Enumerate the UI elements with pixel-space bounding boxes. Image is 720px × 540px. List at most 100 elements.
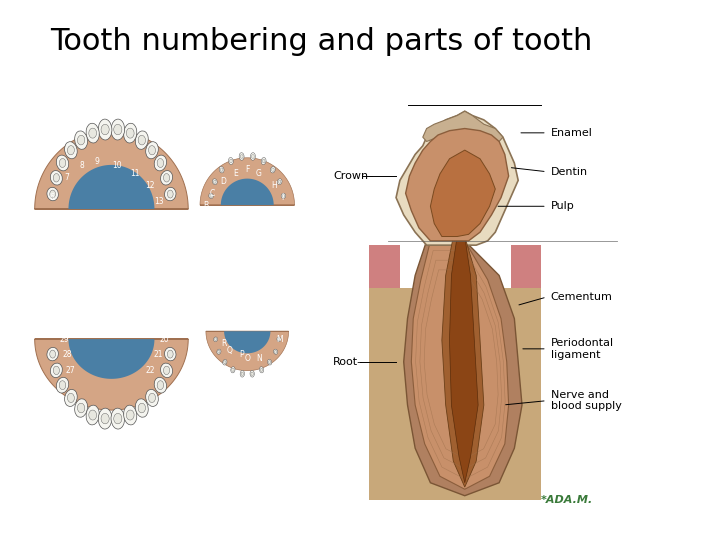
Text: N: N — [256, 354, 262, 363]
Text: 9: 9 — [94, 157, 99, 166]
Ellipse shape — [214, 180, 216, 184]
Ellipse shape — [47, 187, 58, 201]
Text: 6: 6 — [50, 193, 55, 202]
Polygon shape — [68, 339, 154, 379]
Text: H: H — [271, 181, 276, 190]
Ellipse shape — [138, 136, 145, 145]
Ellipse shape — [251, 372, 253, 375]
Ellipse shape — [59, 159, 66, 167]
Ellipse shape — [89, 410, 96, 420]
Text: Crown–: Crown– — [333, 171, 374, 181]
Ellipse shape — [101, 124, 109, 135]
Ellipse shape — [167, 190, 173, 198]
Ellipse shape — [214, 337, 217, 342]
Text: 1: 1 — [32, 287, 37, 296]
Ellipse shape — [111, 119, 125, 140]
Polygon shape — [224, 331, 271, 353]
Ellipse shape — [78, 403, 85, 413]
Text: S: S — [210, 319, 214, 328]
Text: G: G — [256, 169, 262, 178]
Ellipse shape — [228, 158, 233, 165]
Text: 16: 16 — [171, 252, 181, 261]
Ellipse shape — [75, 399, 88, 417]
Ellipse shape — [126, 410, 134, 420]
Ellipse shape — [65, 389, 77, 407]
Ellipse shape — [230, 159, 233, 163]
Ellipse shape — [240, 370, 245, 377]
Ellipse shape — [53, 173, 60, 182]
Ellipse shape — [154, 377, 166, 393]
Ellipse shape — [50, 350, 55, 358]
Polygon shape — [200, 158, 294, 205]
Text: Nerve and
blood supply: Nerve and blood supply — [551, 390, 621, 411]
Text: 3: 3 — [30, 248, 34, 257]
Text: 5: 5 — [38, 212, 43, 221]
Ellipse shape — [224, 361, 226, 364]
Ellipse shape — [271, 168, 274, 172]
Text: 17: 17 — [166, 275, 175, 285]
Text: B: B — [203, 200, 209, 210]
Ellipse shape — [50, 363, 63, 377]
Ellipse shape — [231, 367, 235, 373]
Text: 27: 27 — [66, 366, 75, 375]
Ellipse shape — [145, 389, 158, 407]
Polygon shape — [431, 150, 495, 237]
Ellipse shape — [220, 168, 223, 172]
Polygon shape — [423, 111, 503, 146]
Ellipse shape — [281, 193, 286, 199]
Ellipse shape — [161, 171, 173, 185]
Ellipse shape — [279, 180, 281, 184]
Text: Root–: Root– — [333, 357, 364, 367]
Polygon shape — [442, 237, 484, 487]
Text: 11: 11 — [130, 169, 140, 178]
Text: C: C — [210, 189, 215, 198]
Text: 21: 21 — [154, 350, 163, 360]
Ellipse shape — [68, 393, 74, 402]
Ellipse shape — [167, 350, 173, 358]
Polygon shape — [404, 241, 522, 496]
Polygon shape — [206, 331, 289, 370]
Text: D: D — [221, 177, 227, 186]
Ellipse shape — [259, 367, 264, 373]
Polygon shape — [396, 111, 518, 245]
Text: K: K — [280, 299, 285, 308]
Text: 29: 29 — [60, 335, 69, 343]
Ellipse shape — [56, 377, 68, 393]
Ellipse shape — [75, 131, 88, 150]
Ellipse shape — [124, 405, 137, 425]
Text: 15: 15 — [168, 232, 179, 241]
Ellipse shape — [239, 153, 244, 160]
Ellipse shape — [47, 347, 58, 361]
Polygon shape — [35, 130, 188, 209]
Ellipse shape — [111, 408, 125, 429]
Ellipse shape — [210, 194, 212, 198]
Ellipse shape — [274, 350, 276, 353]
Ellipse shape — [161, 363, 173, 377]
Ellipse shape — [163, 366, 170, 375]
Ellipse shape — [65, 141, 77, 159]
Text: 4: 4 — [32, 228, 37, 237]
Text: Enamel: Enamel — [551, 128, 593, 138]
Ellipse shape — [59, 381, 66, 389]
Ellipse shape — [232, 368, 234, 372]
Ellipse shape — [148, 146, 156, 155]
Text: 22: 22 — [145, 366, 155, 375]
Ellipse shape — [274, 349, 278, 354]
Text: F: F — [245, 165, 249, 174]
Text: 8: 8 — [80, 161, 84, 170]
Ellipse shape — [154, 155, 166, 171]
Ellipse shape — [282, 194, 284, 198]
Ellipse shape — [277, 179, 282, 185]
Ellipse shape — [251, 154, 254, 158]
Text: 10: 10 — [112, 161, 122, 170]
Ellipse shape — [251, 153, 256, 160]
Text: I: I — [282, 193, 284, 202]
Polygon shape — [405, 129, 508, 241]
Ellipse shape — [165, 187, 176, 201]
Ellipse shape — [89, 128, 96, 138]
Ellipse shape — [101, 414, 109, 424]
Ellipse shape — [278, 338, 280, 341]
Polygon shape — [221, 179, 274, 205]
Text: A: A — [197, 208, 202, 218]
Ellipse shape — [220, 166, 224, 173]
